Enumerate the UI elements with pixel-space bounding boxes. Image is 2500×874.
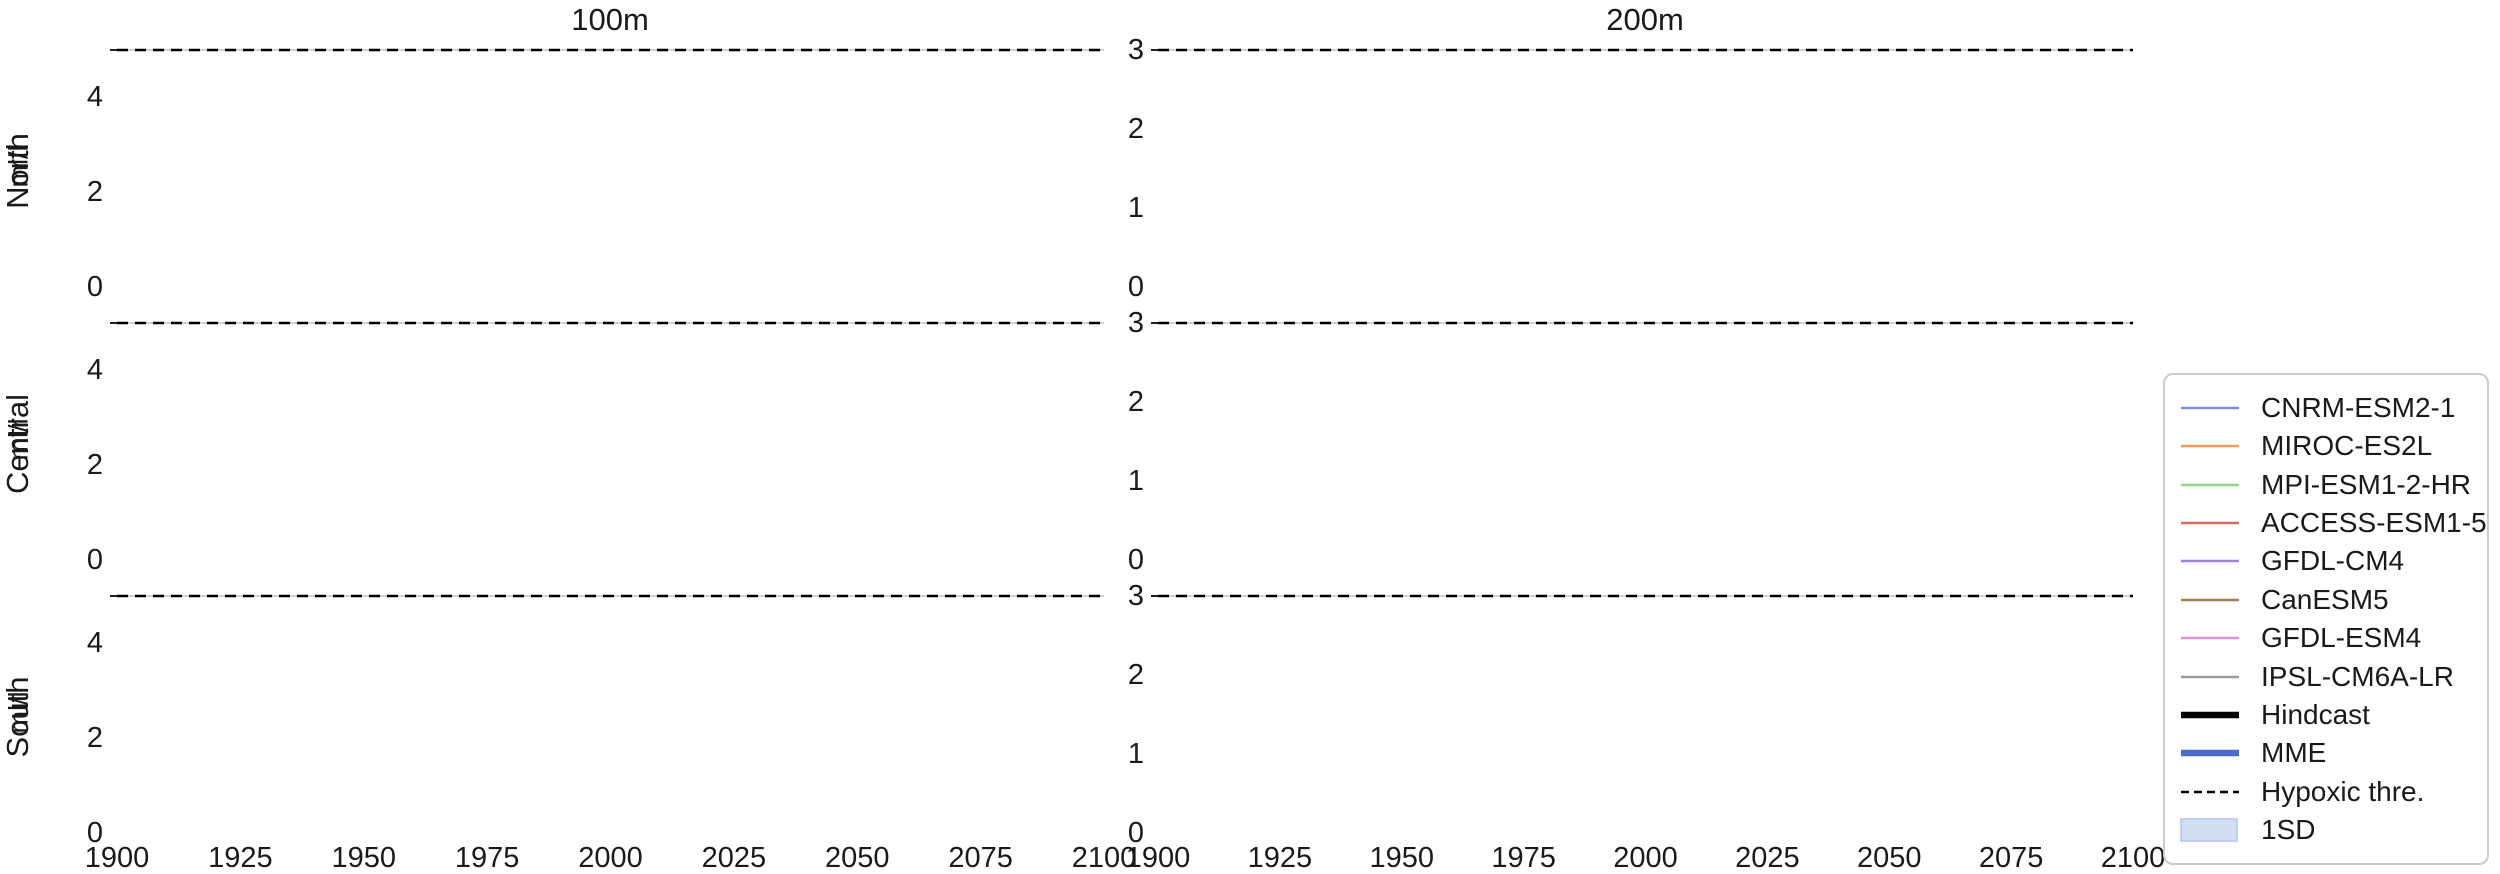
y-tick-label: 3 — [1127, 307, 1144, 339]
y-tick-label: 2 — [86, 176, 103, 209]
legend-swatch-thin-icon — [2181, 406, 2239, 410]
chart-panel-central-100m — [110, 321, 1104, 325]
legend-entry-access-esm1-5: ACCESS-ESM1-5 — [2179, 506, 2487, 540]
chart-panel-north-200m — [1151, 48, 2133, 52]
legend-label: CNRM-ESM2-1 — [2261, 392, 2456, 423]
y-tick-label: 2 — [1127, 659, 1144, 691]
y-tick-label: 0 — [1127, 817, 1144, 849]
y-axis-label: ml/l — [3, 691, 34, 734]
legend-swatch-thick-icon — [2181, 711, 2239, 719]
y-tick-label: 2 — [1127, 113, 1144, 145]
y-tick-label: 3 — [1127, 580, 1144, 612]
chart-panel-north-100m — [110, 48, 1104, 52]
x-tick-label: 2075 — [1978, 842, 2044, 874]
legend-label: Hindcast — [2261, 698, 2370, 730]
x-tick-label: 1950 — [1369, 842, 1434, 874]
chart-panel-central-200m — [1151, 321, 2133, 325]
legend-swatch-thin-icon — [2181, 521, 2239, 525]
legend-swatch-thin-icon — [2181, 560, 2239, 563]
y-tick-label: 2 — [86, 449, 103, 482]
x-tick-label: 2000 — [578, 842, 643, 874]
column-title-100m: 100m — [571, 2, 649, 37]
x-tick-label: 1975 — [454, 842, 520, 874]
legend-label: MIROC-ES2L — [2261, 430, 2433, 462]
legend-entry-cnrm-esm2-1: CNRM-ESM2-1 — [2179, 391, 2473, 425]
y-axis-label: ml/l — [3, 145, 34, 188]
x-tick-label: 2000 — [1613, 842, 1678, 874]
y-tick-label: 3 — [1127, 34, 1144, 66]
legend-swatch-thin-icon — [2181, 675, 2239, 678]
legend-swatch-thick-icon — [2181, 749, 2239, 757]
y-tick-label: 2 — [86, 722, 103, 755]
y-axis-label: ml/l — [3, 418, 34, 461]
legend-label: CanESM5 — [2261, 583, 2389, 615]
legend-label: GFDL-CM4 — [2261, 545, 2405, 577]
x-tick-label: 1900 — [84, 842, 150, 874]
y-tick-label: 4 — [86, 81, 103, 114]
legend-entry-hindcast: Hindcast — [2179, 698, 2473, 732]
x-tick-label: 2050 — [824, 842, 890, 874]
legend-label: MME — [2261, 737, 2327, 769]
legend-label: MPI-ESM1-2-HR — [2261, 468, 2472, 500]
legend-entry-mpi-esm1-2-hr: MPI-ESM1-2-HR — [2179, 468, 2473, 502]
chart-panel-south-100m — [110, 594, 1104, 598]
legend-swatch-thin-icon — [2181, 598, 2239, 602]
y-tick-label: 1 — [1127, 192, 1144, 224]
y-tick-label: 0 — [86, 817, 103, 849]
y-tick-label: 0 — [1127, 271, 1144, 303]
legend-entry-mme: MME — [2179, 736, 2473, 770]
legend-swatch-thin-icon — [2181, 483, 2239, 487]
legend-swatch-thin-icon — [2181, 636, 2239, 640]
legend-entry-1sd: 1SD — [2179, 813, 2473, 847]
legend-entry-hypoxic-thre-: Hypoxic thre. — [2179, 775, 2473, 809]
legend-label: ACCESS-ESM1-5 — [2261, 507, 2487, 539]
legend-entry-miroc-es2l: MIROC-ES2L — [2179, 429, 2473, 463]
y-tick-label: 1 — [1127, 465, 1144, 497]
x-tick-label: 1900 — [1125, 842, 1191, 874]
legend-label: IPSL-CM6A-LR — [2261, 660, 2454, 692]
x-tick-label: 2100 — [1071, 842, 1137, 874]
x-tick-label: 1975 — [1491, 842, 1556, 874]
x-tick-label: 2025 — [1735, 842, 1800, 874]
y-tick-label: 4 — [86, 354, 103, 387]
y-tick-label: 2 — [1127, 386, 1144, 418]
legend-entry-canesm5: CanESM5 — [2179, 583, 2473, 617]
legend-entry-ipsl-cm6a-lr: IPSL-CM6A-LR — [2179, 660, 2473, 694]
x-tick-label: 2075 — [948, 842, 1013, 874]
legend-box: CNRM-ESM2-1 MIROC-ES2L MPI-ESM1-2-HR ACCESS… — [2163, 373, 2489, 865]
legend-swatch-patch-icon — [2180, 818, 2238, 842]
x-tick-label: 2050 — [1856, 842, 1922, 874]
legend-label: Hypoxic thre. — [2261, 775, 2425, 807]
legend-swatch-dashed-icon — [2181, 790, 2239, 793]
y-tick-label: 0 — [1127, 544, 1144, 576]
y-tick-label: 0 — [86, 271, 103, 303]
legend-entry-gfdl-esm4: GFDL-ESM4 — [2179, 621, 2473, 655]
y-tick-label: 4 — [86, 627, 103, 660]
chart-panel-south-200m — [1151, 594, 2133, 598]
y-tick-label: 0 — [86, 544, 103, 576]
x-tick-label: 1950 — [331, 842, 396, 874]
y-tick-label: 1 — [1127, 738, 1144, 770]
column-title-200m: 200m — [1606, 2, 1684, 37]
legend-label: 1SD — [2261, 813, 2316, 845]
legend-label: GFDL-ESM4 — [2261, 622, 2422, 654]
x-tick-label: 1925 — [208, 842, 273, 874]
x-tick-label: 1925 — [1247, 842, 1313, 874]
x-tick-label: 2100 — [2100, 842, 2166, 874]
x-tick-label: 2025 — [701, 842, 767, 874]
legend-entry-gfdl-cm4: GFDL-CM4 — [2179, 544, 2473, 578]
legend-swatch-thin-icon — [2181, 445, 2239, 448]
